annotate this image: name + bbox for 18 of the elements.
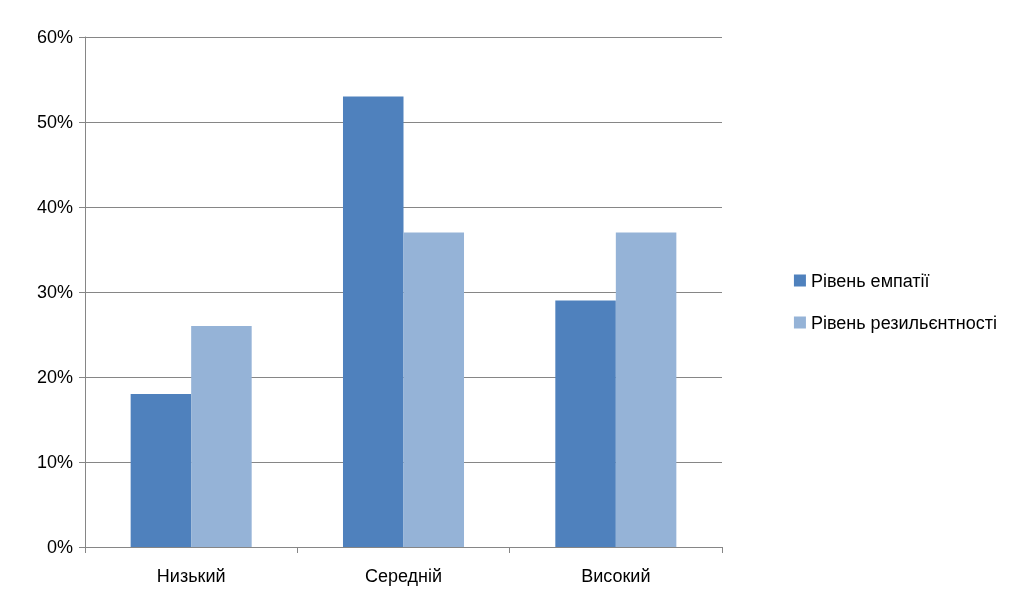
y-tick-label: 60% <box>36 27 73 47</box>
bar <box>555 300 616 547</box>
y-tick-label: 10% <box>36 452 73 472</box>
x-tick-label: Високий <box>581 566 651 586</box>
y-tick-label: 20% <box>36 367 73 387</box>
x-tick-label: Низький <box>156 566 226 586</box>
bar <box>342 96 404 547</box>
y-tick-label: 40% <box>36 197 73 217</box>
bar <box>615 232 677 547</box>
x-tick-label: Середній <box>364 566 443 586</box>
bar <box>130 394 192 547</box>
legend-label: Рівень резильєнтності <box>810 312 997 333</box>
bar <box>191 326 252 547</box>
y-tick-label: 0% <box>46 537 73 557</box>
y-tick-label: 50% <box>36 112 73 132</box>
y-tick-label: 30% <box>36 282 73 302</box>
bar <box>403 232 465 547</box>
legend-label: Рівень емпатії <box>810 270 930 291</box>
